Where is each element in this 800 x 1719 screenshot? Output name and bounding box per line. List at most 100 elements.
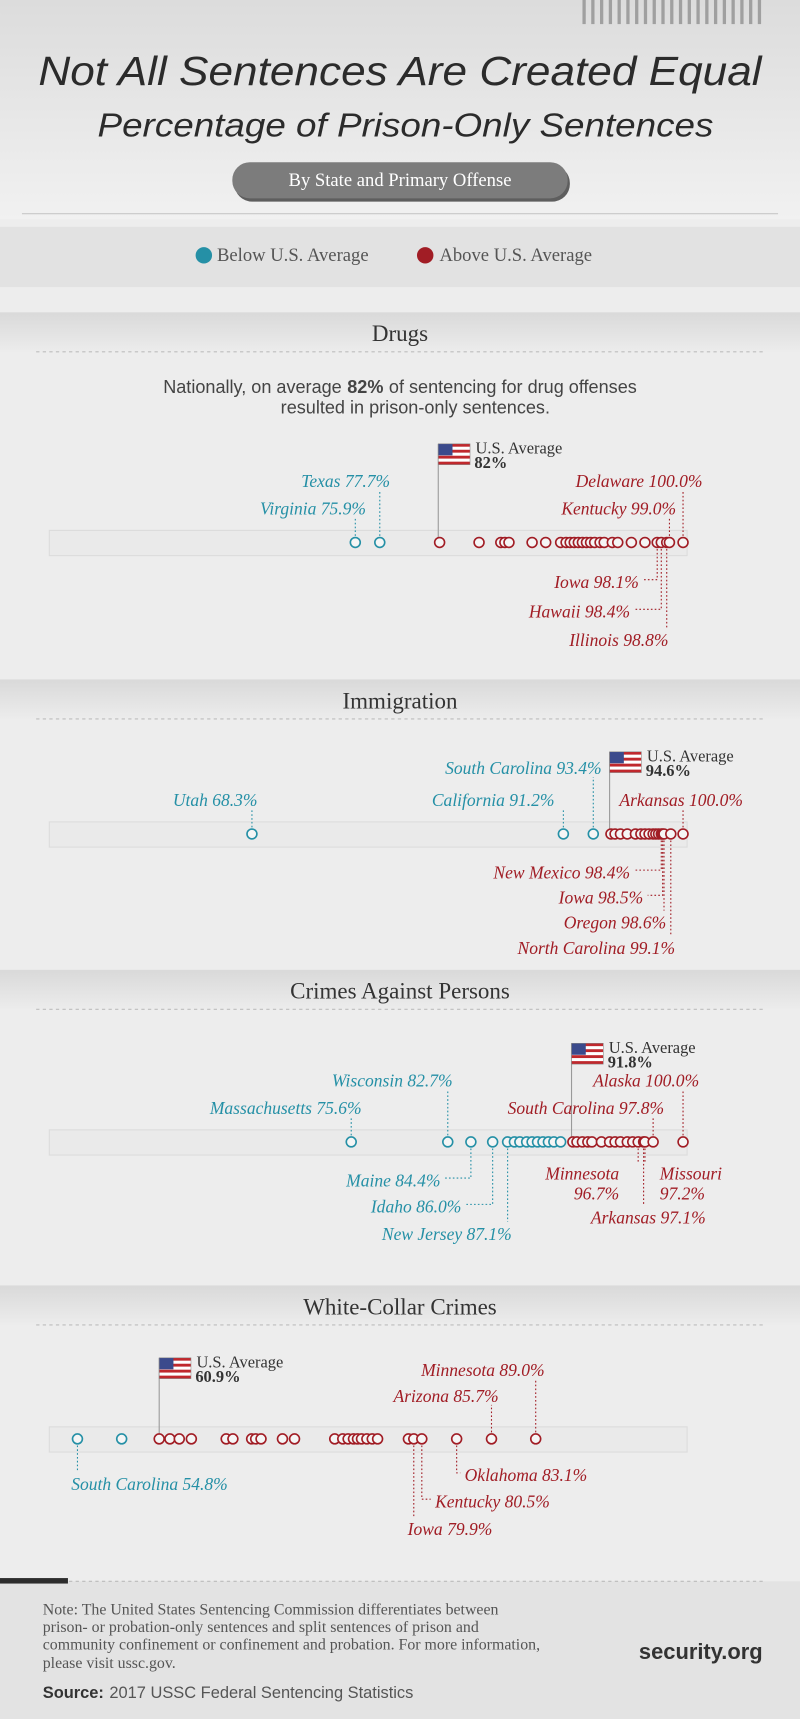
average-value: 82% [474,453,507,472]
state-label: Wisconsin 82.7% [332,1071,453,1091]
leader-line [634,840,662,871]
leader-line [444,1148,472,1179]
state-value: 97.8% [619,1098,664,1118]
flag-stripe [571,1055,604,1059]
state-name: North Carolina [517,938,626,958]
state-value: 82.7% [407,1071,452,1091]
leader-line [634,549,662,610]
state-label: Missouri 97.2% [659,1164,722,1204]
track [48,821,688,848]
note-line: community confinement or confinement and… [43,1636,540,1653]
description-text: Nationally, on average [163,377,342,397]
state-name: Iowa [558,888,594,908]
flag-stripe [609,766,642,770]
state-label: Idaho 86.0% [370,1197,462,1217]
dot [677,1136,689,1148]
state-label: Minnesota 96.7% [544,1164,619,1204]
title: Not All Sentences Are Created Equal [38,48,762,94]
state-label: Texas 77.7% [301,471,390,491]
state-value: 84.4% [395,1170,440,1190]
dot [625,536,638,549]
state-name: Missouri [659,1164,722,1184]
state-value: 99.0% [631,498,676,518]
dot [246,828,258,840]
source-text: 2017 USSC Federal Sentencing Statistics [109,1684,413,1702]
leader-line [456,1445,461,1474]
state-label: Kentucky 80.5% [434,1491,550,1511]
state-label: South Carolina 93.4% [445,758,602,778]
dot [473,536,485,549]
state-name: Kentucky [434,1491,500,1511]
flag-stripe [571,1043,604,1047]
section-title: Drugs [372,320,428,346]
section-band [0,679,800,719]
dot [255,1433,267,1445]
us-flag [609,751,642,773]
dot [647,1136,659,1148]
dot [173,1433,186,1445]
flag-stripe [159,1357,191,1361]
state-name: New Mexico [492,862,580,882]
state-label: Arizona 85.7% [393,1386,499,1406]
dot [486,1136,499,1148]
note-line: Note: The United States Sentencing Commi… [43,1601,499,1618]
section-title: Immigration [343,687,458,713]
average-label: U.S. Average [647,747,734,766]
description: resulted in prison-only sentences. [281,398,550,418]
state-value: 75.6% [316,1098,361,1118]
flag-stripe [159,1363,191,1367]
flag-canton [159,1357,174,1370]
flag-stripe [609,751,642,755]
state-label: Massachusetts 75.6% [209,1098,362,1118]
dot [465,1136,477,1148]
section-band [0,312,800,352]
state-name: Minnesota [420,1360,495,1380]
average-value: 91.8% [608,1052,653,1071]
state-value: 98.6% [621,913,666,933]
flag-border [158,1357,192,1379]
state-label: Hawaii 98.4% [528,602,630,622]
flag-canton [438,443,453,456]
state-value: 98.1% [594,572,639,592]
flag-stripe [159,1366,191,1370]
flag-stripe [571,1046,604,1050]
state-value: 79.9% [447,1519,492,1539]
state-name: Texas [301,471,340,491]
state-value: 100.0% [689,790,743,810]
flag-stripe [159,1375,191,1379]
dot [503,536,515,549]
section-title: Crimes Against Persons [290,978,510,1004]
state-value: 86.0% [416,1197,461,1217]
state-value: 75.9% [321,498,366,518]
state-name: Oregon [564,913,617,933]
state-value: 80.5% [505,1491,550,1511]
badge-text: By State and Primary Offense [289,170,512,191]
state-name: Alaska [592,1071,641,1091]
section-band [0,1285,800,1325]
state-label: North Carolina 99.1% [517,938,676,958]
state-value: 98.5% [598,888,643,908]
flag-stripe [609,769,642,773]
dot [612,536,624,549]
state-value: 85.7% [453,1386,498,1406]
state-name: South Carolina [71,1474,178,1494]
footer-accent [0,1578,68,1584]
flag-canton [609,751,624,764]
average-value: 60.9% [195,1367,240,1386]
dot [433,536,446,549]
flag-border [571,1043,604,1065]
flag-stripe [571,1058,604,1062]
state-value: 96.7% [574,1183,619,1203]
dot [587,828,600,840]
dot [345,1136,357,1148]
legend-label: Below U.S. Average [217,245,369,266]
dot [374,536,386,549]
state-name: Delaware [575,471,645,491]
us-flag [437,443,471,465]
flag-stripe [438,455,471,459]
flag-stripe [609,754,642,758]
dot [227,1433,239,1445]
dot [677,828,689,840]
description: Nationally, on average 82% of sentencing f… [163,377,637,397]
leader-line [421,1445,431,1500]
